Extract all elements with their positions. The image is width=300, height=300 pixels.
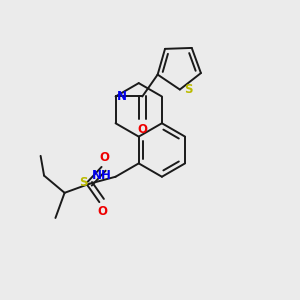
Text: S: S — [184, 83, 192, 96]
Text: O: O — [100, 151, 110, 164]
Text: S: S — [79, 176, 88, 189]
Text: O: O — [137, 123, 147, 136]
Text: NH: NH — [92, 169, 112, 182]
Text: O: O — [98, 206, 108, 218]
Text: N: N — [116, 90, 127, 103]
